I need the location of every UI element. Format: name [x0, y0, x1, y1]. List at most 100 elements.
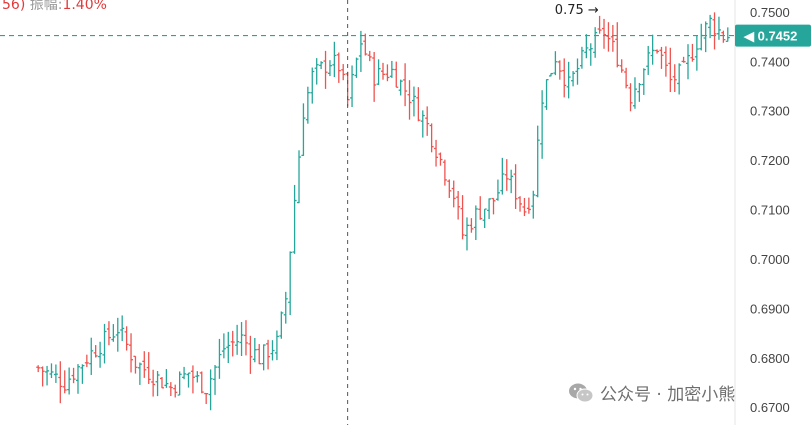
ohlc-bar[interactable] [367, 50, 372, 62]
ohlc-bar[interactable] [403, 63, 408, 107]
ohlc-bar[interactable] [407, 80, 412, 120]
ohlc-bar[interactable] [155, 371, 160, 397]
ohlc-bar[interactable] [694, 35, 699, 71]
ohlc-bar[interactable] [314, 58, 319, 85]
ohlc-bar[interactable] [434, 139, 439, 167]
ohlc-bar[interactable] [84, 354, 89, 368]
ohlc-bar[interactable] [376, 59, 381, 86]
ohlc-bar[interactable] [274, 330, 279, 361]
ohlc-bar[interactable] [610, 24, 615, 52]
ohlc-bar[interactable] [372, 51, 377, 102]
ohlc-bar[interactable] [473, 205, 478, 240]
ohlc-bar[interactable] [137, 362, 142, 385]
ohlc-bar[interactable] [628, 83, 633, 112]
ohlc-bar[interactable] [168, 382, 173, 397]
ohlc-bar[interactable] [129, 333, 134, 373]
ohlc-bar[interactable] [557, 60, 562, 80]
ohlc-bar[interactable] [182, 366, 187, 380]
ohlc-bar[interactable] [442, 159, 447, 186]
ohlc-bar[interactable] [487, 198, 492, 220]
ohlc-bar[interactable] [725, 27, 730, 43]
ohlc-bar[interactable] [641, 68, 646, 95]
ohlc-bar[interactable] [358, 30, 363, 72]
ohlc-bar[interactable] [540, 90, 545, 159]
ohlc-bar[interactable] [173, 384, 178, 398]
ohlc-bar[interactable] [690, 43, 695, 62]
ohlc-bar[interactable] [451, 180, 456, 208]
ohlc-bar[interactable] [257, 344, 262, 365]
ohlc-bar[interactable] [292, 184, 297, 254]
ohlc-bar[interactable] [504, 159, 509, 191]
ohlc-bar[interactable] [566, 61, 571, 99]
ohlc-bar[interactable] [98, 341, 103, 368]
ohlc-bar[interactable] [500, 157, 505, 195]
ohlc-bar[interactable] [67, 367, 72, 395]
ohlc-bar[interactable] [438, 152, 443, 166]
ohlc-bar[interactable] [526, 197, 531, 214]
ohlc-bar[interactable] [93, 345, 98, 358]
ohlc-bar[interactable] [332, 41, 337, 78]
ohlc-bar[interactable] [394, 61, 399, 88]
ohlc-bar[interactable] [279, 311, 284, 339]
ohlc-bar[interactable] [319, 61, 324, 70]
ohlc-bar[interactable] [624, 67, 629, 89]
ohlc-bar[interactable] [588, 43, 593, 66]
ohlc-bar[interactable] [553, 51, 558, 76]
ohlc-bar[interactable] [456, 190, 461, 220]
ohlc-bar[interactable] [151, 369, 156, 397]
ohlc-bar[interactable] [708, 14, 713, 39]
ohlc-bar[interactable] [544, 78, 549, 110]
ohlc-bar[interactable] [619, 59, 624, 73]
ohlc-bar[interactable] [677, 63, 682, 95]
ohlc-bar[interactable] [323, 50, 328, 89]
ohlc-bar[interactable] [106, 321, 111, 346]
ohlc-bar[interactable] [615, 22, 620, 68]
ohlc-bar[interactable] [606, 22, 611, 52]
ohlc-bar[interactable] [120, 315, 125, 342]
ohlc-bar[interactable] [80, 364, 85, 384]
ohlc-bar[interactable] [663, 46, 668, 77]
ohlc-bar[interactable] [213, 365, 218, 395]
ohlc-bar[interactable] [699, 23, 704, 51]
ohlc-bar[interactable] [261, 344, 266, 371]
ohlc-bar[interactable] [416, 87, 421, 122]
ohlc-bar[interactable] [513, 164, 518, 209]
ohlc-bar[interactable] [420, 110, 425, 138]
ohlc-bar[interactable] [89, 337, 94, 375]
ohlc-bar[interactable] [252, 338, 257, 363]
ohlc-bar[interactable] [142, 351, 147, 378]
ohlc-bar[interactable] [133, 355, 138, 374]
ohlc-bar[interactable] [712, 12, 717, 50]
ohlc-bar[interactable] [115, 317, 120, 352]
ohlc-bar[interactable] [721, 30, 726, 43]
ohlc-bar[interactable] [646, 45, 651, 75]
ohlc-bar[interactable] [235, 324, 240, 355]
ohlc-bar[interactable] [464, 217, 469, 251]
ohlc-bar[interactable] [62, 370, 67, 394]
ohlc-bar[interactable] [637, 82, 642, 102]
ohlc-bar[interactable] [283, 291, 288, 324]
ohlc-bar[interactable] [45, 365, 50, 386]
ohlc-bar[interactable] [571, 71, 576, 87]
ohlc-bar[interactable] [177, 371, 182, 396]
ohlc-bar[interactable] [71, 367, 76, 384]
ohlc-bar[interactable] [288, 251, 293, 316]
ohlc-bar[interactable] [668, 47, 673, 93]
ohlc-bar[interactable] [226, 331, 231, 364]
ohlc-bar[interactable] [425, 106, 430, 136]
ohlc-bar[interactable] [350, 65, 355, 108]
ohlc-bar[interactable] [478, 196, 483, 220]
ohlc-bar[interactable] [327, 60, 332, 77]
ohlc-bar[interactable] [411, 86, 416, 117]
ohlc-bar[interactable] [239, 322, 244, 357]
ohlc-bar[interactable] [248, 335, 253, 374]
ohlc-bar[interactable] [363, 33, 368, 56]
ohlc-bar[interactable] [266, 339, 271, 370]
ohlc-bar[interactable] [716, 16, 721, 40]
ohlc-bar[interactable] [146, 352, 151, 384]
ohlc-bar[interactable] [548, 72, 553, 77]
ohlc-bar[interactable] [243, 320, 248, 356]
ohlc-bar[interactable] [49, 363, 54, 379]
ohlc-bar[interactable] [482, 208, 487, 229]
ohlc-bar[interactable] [535, 125, 540, 198]
